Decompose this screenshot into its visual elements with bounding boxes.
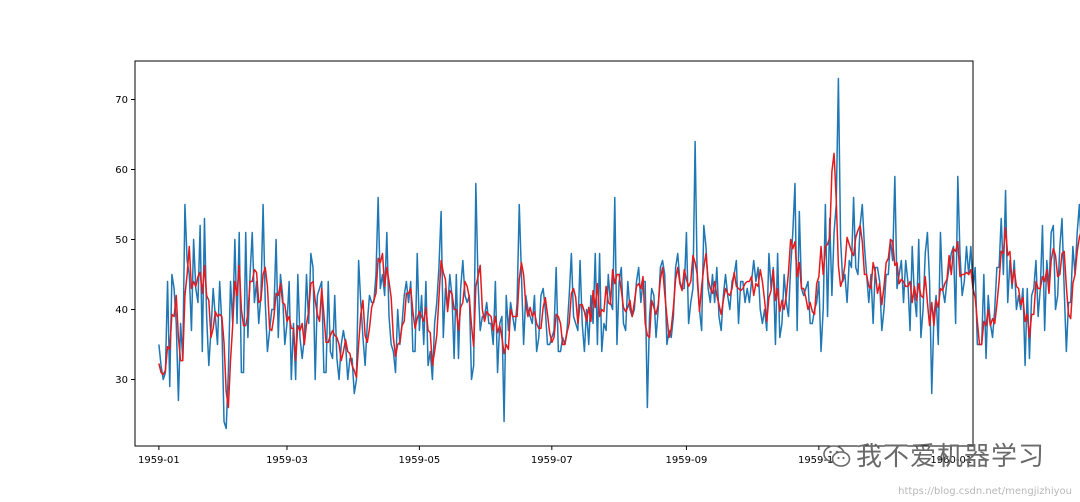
series-line-2 xyxy=(158,152,1080,409)
y-tick-label: 60 xyxy=(115,165,128,176)
y-tick-label: 50 xyxy=(115,235,128,246)
x-tick-label: 1959-05 xyxy=(399,455,441,466)
watermark: 我不爱机器学习 xyxy=(822,436,1045,473)
x-axis: 1959-01 1959-03 1959-05 1959-07 1959-09 1959-… xyxy=(138,446,972,466)
x-tick-label: 1959-09 xyxy=(666,455,708,466)
watermark-brand-text: 我不爱机器学习 xyxy=(856,442,1046,472)
x-tick-label: 1959-03 xyxy=(266,455,308,466)
x-tick-label: 1959-11 xyxy=(798,455,840,466)
y-tick-label: 40 xyxy=(115,305,128,316)
x-tick-label: 1959-01 xyxy=(138,455,180,466)
x-tick-label: 1960-01 xyxy=(930,455,972,466)
x-tick-label: 1959-07 xyxy=(531,455,573,466)
watermark-url: https://blog.csdn.net/mengjizhiyou xyxy=(898,486,1072,497)
wechat-icon xyxy=(823,445,851,467)
series-line-1 xyxy=(158,77,1080,430)
plot-frame xyxy=(134,60,974,447)
series-layer xyxy=(158,77,1080,430)
y-axis: 30 40 50 60 70 xyxy=(115,95,135,386)
y-tick-label: 70 xyxy=(115,95,128,106)
y-tick-label: 30 xyxy=(115,375,128,386)
